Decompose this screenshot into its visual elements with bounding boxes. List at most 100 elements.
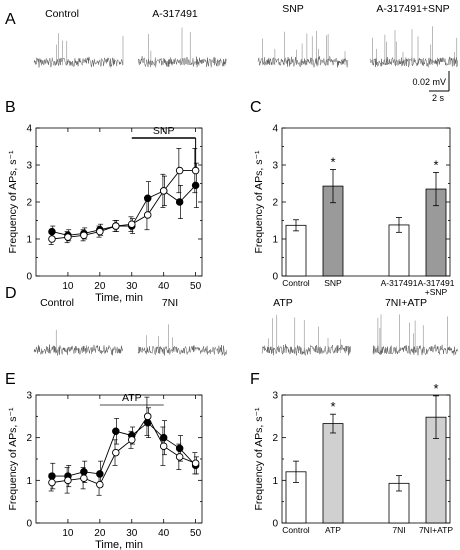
y-tick-label: 2 xyxy=(272,198,278,209)
significance-marker: * xyxy=(330,154,335,169)
x-tick-label: 30 xyxy=(126,281,138,292)
treatment-label: SNP xyxy=(153,125,175,137)
chart-f: 0 1 2 3 Frequency of APs, s⁻¹ Control * ATP 7NI *… xyxy=(253,381,453,535)
data-point-open xyxy=(112,448,120,457)
data-point-open xyxy=(48,478,56,487)
category-label: +SNP xyxy=(425,287,448,297)
data-point-filled xyxy=(80,468,88,476)
trace-control-bottom xyxy=(33,344,123,356)
y-tick-label: 3 xyxy=(272,391,278,402)
chart-c: 0 1 2 3 4 Frequency of APs, s⁻¹ Control * SNP A-3… xyxy=(253,124,455,298)
trace-a317491-spikes xyxy=(148,27,191,65)
data-point-open xyxy=(128,436,136,444)
data-point-open xyxy=(80,231,88,240)
trace-snp-spikes xyxy=(262,30,346,65)
data-point-filled xyxy=(191,181,200,190)
y-tick-label: 1 xyxy=(26,476,32,487)
data-point-open xyxy=(112,222,120,230)
significance-marker: * xyxy=(433,157,438,172)
x-tick-label: 40 xyxy=(158,281,170,292)
y-tick-label: 1 xyxy=(272,235,278,246)
trace-label-control-top: Control xyxy=(45,8,79,20)
y-tick-label: 4 xyxy=(26,124,32,135)
category-label: SNP xyxy=(324,278,342,288)
category-label: 7NI+ATP xyxy=(419,525,453,535)
category-label: ATP xyxy=(325,525,341,535)
trace-label-a317491: A-317491 xyxy=(152,8,198,20)
trace-a317491 xyxy=(137,56,227,68)
data-point-open xyxy=(175,453,184,461)
chart-e: 0 1 2 3 Frequency of APs, s⁻¹ 10 20 30 40 50 Time,… xyxy=(7,391,203,550)
trace-a317491-snp-spikes xyxy=(372,26,458,65)
data-point-filled xyxy=(175,444,184,453)
series-line-filled xyxy=(52,422,196,477)
data-point-filled xyxy=(175,198,184,206)
data-point-open xyxy=(159,187,168,195)
data-point-filled xyxy=(48,227,56,236)
trace-7ni xyxy=(137,344,227,356)
y-axis-label: Frequency of APs, s⁻¹ xyxy=(7,150,19,254)
data-point-filled xyxy=(159,433,168,442)
trace-label-control-bottom: Control xyxy=(40,297,74,309)
x-tick-label: 10 xyxy=(62,281,74,292)
x-tick-label: 50 xyxy=(190,281,202,292)
y-axis-label: Frequency of APs, s⁻¹ xyxy=(7,407,19,511)
trace-label-snp: SNP xyxy=(282,3,304,15)
panel-letter-e: E xyxy=(5,371,16,388)
x-tick-label: 50 xyxy=(190,528,202,539)
y-tick-label: 2 xyxy=(26,433,32,444)
treatment-label: ATP xyxy=(122,392,142,404)
scale-amplitude-label: 0.02 mV xyxy=(412,77,446,87)
x-axis-label: Time, min xyxy=(95,292,143,304)
x-tick-label: 20 xyxy=(94,528,106,539)
category-label: A-317491 xyxy=(381,278,418,288)
trace-control-top-spikes xyxy=(56,33,124,65)
plot-frame xyxy=(281,394,451,524)
data-point-open xyxy=(191,166,200,175)
y-tick-label: 2 xyxy=(26,198,32,209)
y-tick-label: 4 xyxy=(272,124,278,135)
x-tick-label: 10 xyxy=(62,528,74,539)
y-tick-label: 1 xyxy=(272,476,278,487)
trace-snp xyxy=(257,56,349,68)
data-point-open xyxy=(143,412,152,421)
y-tick-label: 3 xyxy=(26,391,32,402)
significance-marker: * xyxy=(330,399,335,414)
bar xyxy=(285,224,307,277)
data-point-open xyxy=(191,459,200,468)
plot-frame xyxy=(281,127,451,277)
y-tick-label: 0 xyxy=(272,272,278,283)
panel-letter-d: D xyxy=(5,285,17,302)
category-label: Control xyxy=(282,525,310,535)
panel-letter-b: B xyxy=(5,99,16,116)
trace-7ni-atp xyxy=(372,344,459,356)
x-tick-label: 40 xyxy=(158,528,170,539)
y-tick-label: 2 xyxy=(272,433,278,444)
y-tick-label: 3 xyxy=(272,161,278,172)
trace-a317491-snp xyxy=(369,56,458,68)
panel-letter-a: A xyxy=(5,11,16,28)
data-point-open xyxy=(64,233,72,241)
series-line-open xyxy=(51,170,196,240)
trace-label-7ni: 7NI xyxy=(162,297,178,309)
trace-7ni-atp-spikes xyxy=(377,314,448,353)
y-tick-label: 0 xyxy=(26,272,32,283)
trace-label-a317491-snp: A-317491+SNP xyxy=(376,3,449,15)
x-axis-label: Time, min xyxy=(95,539,143,550)
trace-control-top xyxy=(33,56,123,69)
category-label: Control xyxy=(282,278,310,288)
category-label: A-317491 xyxy=(418,278,455,288)
series-line-filled xyxy=(51,184,196,236)
data-point-open xyxy=(96,480,104,489)
trace-atp-spikes xyxy=(268,314,341,353)
data-point-open xyxy=(159,442,168,450)
data-point-open xyxy=(48,235,56,243)
y-axis-label: Frequency of APs, s⁻¹ xyxy=(253,150,265,254)
x-tick-label: 20 xyxy=(94,281,106,292)
y-tick-label: 0 xyxy=(272,519,278,530)
trace-label-7ni-atp: 7NI+ATP xyxy=(385,297,427,309)
trace-label-atp: ATP xyxy=(273,297,293,309)
bar xyxy=(322,423,344,524)
category-label: 7NI xyxy=(392,525,405,535)
